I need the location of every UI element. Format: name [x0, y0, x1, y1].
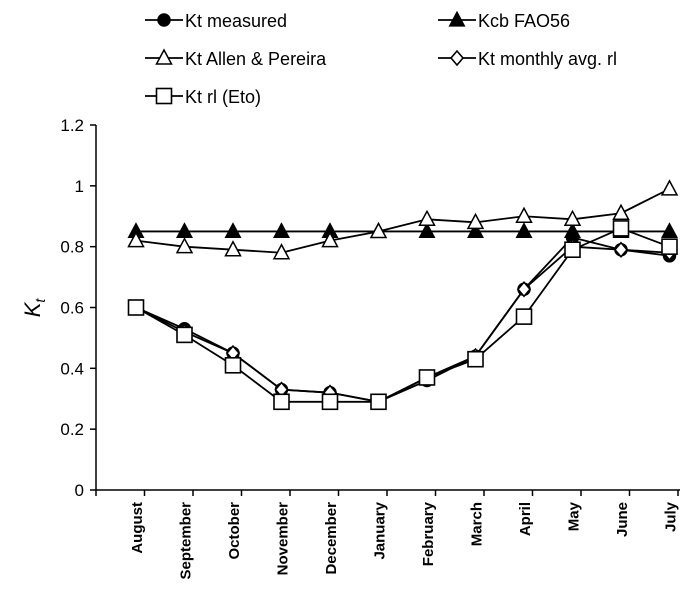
- data-point: [175, 237, 194, 254]
- data-point: [272, 222, 291, 239]
- data-point: [564, 241, 581, 259]
- series-4: [127, 220, 678, 411]
- legend-label: Kt monthly avg. rl: [478, 49, 617, 69]
- y-tick-label: 0.2: [60, 420, 84, 439]
- legend-marker: [155, 87, 173, 105]
- data-point: [273, 393, 290, 411]
- data-point: [175, 222, 194, 239]
- data-point: [515, 222, 533, 239]
- x-tick-label: October: [226, 502, 243, 560]
- series-line: [135, 227, 670, 403]
- series-2: [127, 179, 679, 260]
- x-tick-label: April: [517, 502, 534, 536]
- legend-item: Kt measured: [145, 11, 287, 31]
- data-point: [466, 212, 485, 230]
- x-tick-labels: August September October November December Ja…: [129, 501, 680, 579]
- data-point: [515, 206, 533, 223]
- data-point: [612, 220, 630, 237]
- legend-label: Kcb FAO56: [478, 11, 570, 31]
- data-point: [176, 326, 193, 344]
- series-0: [129, 230, 677, 409]
- data-point: [515, 308, 533, 325]
- data-point: [224, 222, 242, 239]
- legend: Kt measured Kcb FAO56 Kt Allen & Pereira Kt…: [145, 10, 617, 107]
- data-point: [613, 241, 629, 258]
- data-point: [321, 393, 339, 411]
- legend-marker: [449, 49, 465, 67]
- x-tick-label: September: [178, 502, 195, 580]
- data-point: [660, 179, 679, 196]
- y-axis-label-main: K: [20, 301, 45, 317]
- data-point: [369, 221, 388, 239]
- data-point: [224, 240, 242, 257]
- series-line: [135, 236, 670, 403]
- series-line: [135, 245, 670, 403]
- legend-item: Kt monthly avg. rl: [438, 49, 617, 69]
- legend-item: Kt rl (Eto): [145, 87, 261, 107]
- data-point: [661, 238, 678, 255]
- y-axis-label-sub: t: [32, 298, 48, 303]
- y-tick-label: 1: [75, 177, 84, 196]
- data-point: [563, 209, 582, 227]
- data-point: [660, 222, 679, 239]
- data-point: [418, 369, 436, 386]
- y-tick-label: 0.4: [60, 359, 84, 378]
- legend-label: Kt measured: [185, 11, 287, 31]
- data-point: [516, 281, 532, 298]
- x-tick-label: November: [275, 502, 292, 576]
- data-point: [418, 209, 436, 227]
- x-tick-label: July: [663, 501, 680, 532]
- series-3: [128, 238, 677, 411]
- series-group: [127, 179, 679, 411]
- legend-marker: [448, 10, 466, 27]
- y-axis-label: Kt: [20, 298, 48, 318]
- x-tick-label: June: [614, 502, 631, 537]
- x-tick-label: December: [323, 502, 340, 575]
- data-point: [563, 222, 582, 239]
- data-point: [224, 356, 242, 374]
- y-tick-label: 0.6: [60, 299, 84, 318]
- x-tick-label: February: [420, 501, 437, 566]
- x-tick-label: March: [469, 502, 486, 546]
- y-tick-label: 0.8: [60, 238, 84, 257]
- data-point: [321, 230, 339, 248]
- data-point: [466, 222, 485, 239]
- series-line: [135, 188, 670, 254]
- y-tick-label: 0: [75, 481, 84, 500]
- data-point: [127, 230, 145, 248]
- data-point: [370, 393, 387, 411]
- legend-label: Kt rl (Eto): [185, 87, 261, 107]
- data-point: [612, 203, 630, 220]
- legend-label: Kt Allen & Pereira: [185, 49, 327, 69]
- data-point: [272, 243, 291, 260]
- x-tick-label: May: [566, 501, 583, 531]
- axes: 0 0.2 0.4 0.6 0.8 1 1.2: [60, 116, 680, 500]
- data-point: [127, 299, 145, 316]
- data-point: [467, 350, 484, 368]
- data-point: [418, 222, 436, 239]
- legend-marker: [157, 13, 171, 27]
- legend-marker: [155, 48, 173, 65]
- legend-item: Kcb FAO56: [438, 10, 570, 31]
- y-tick-label: 1.2: [60, 116, 84, 135]
- legend-item: Kt Allen & Pereira: [145, 48, 327, 69]
- x-tick-label: January: [372, 501, 389, 559]
- x-tick-label: August: [129, 502, 146, 554]
